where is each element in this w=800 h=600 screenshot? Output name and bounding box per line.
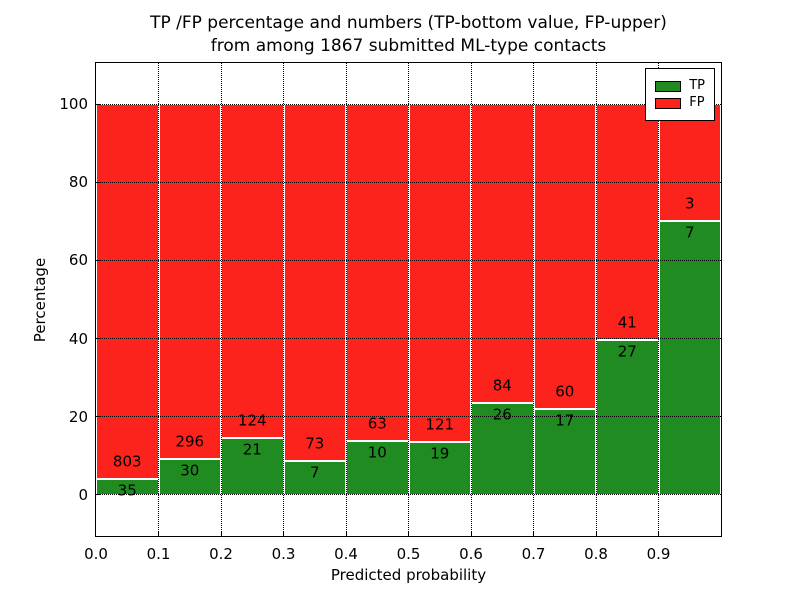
tp-count-label: 35 bbox=[117, 481, 137, 500]
plot-area: TP FP 803 35 296 30 124 21 73 7 63 10 121 19 84 26 60 17… bbox=[95, 62, 722, 537]
x-tick-mark bbox=[595, 531, 597, 536]
gridline-horizontal bbox=[96, 338, 721, 340]
gridline-vertical bbox=[220, 63, 222, 536]
x-tick-mark bbox=[283, 531, 284, 536]
x-axis-label: Predicted probability bbox=[330, 566, 487, 584]
bar-segment-tp bbox=[221, 438, 284, 495]
fp-count-label: 63 bbox=[367, 414, 387, 433]
x-tick-label: 0.8 bbox=[584, 545, 608, 563]
bar-segment-tp bbox=[596, 339, 659, 495]
gridline-vertical bbox=[470, 63, 472, 536]
fp-count-label: 84 bbox=[492, 376, 512, 395]
gridline-horizontal bbox=[96, 103, 721, 105]
tp-count-label: 17 bbox=[555, 411, 575, 430]
bar-segment-fp bbox=[283, 104, 346, 461]
tp-count-label: 19 bbox=[430, 444, 450, 463]
chart-title-line1: TP /FP percentage and numbers (TP-bottom… bbox=[150, 13, 667, 33]
y-tick-label: 100 bbox=[59, 95, 88, 114]
y-axis-label: Percentage bbox=[31, 257, 49, 343]
x-tick-label: 0.4 bbox=[334, 545, 358, 563]
x-tick-label: 0.7 bbox=[521, 545, 546, 563]
gridline-horizontal bbox=[96, 416, 721, 418]
bar-segment-fp bbox=[471, 104, 534, 403]
bar-segment-fp bbox=[346, 104, 409, 442]
x-tick-label: 0.1 bbox=[146, 545, 171, 563]
x-tick-mark bbox=[345, 531, 347, 536]
x-tick-mark bbox=[220, 531, 222, 536]
y-tick-label: 20 bbox=[68, 407, 88, 426]
y-tick-mark bbox=[96, 338, 101, 340]
bar-segment-fp bbox=[221, 104, 284, 439]
tp-count-label: 7 bbox=[684, 223, 695, 242]
gridline-vertical bbox=[345, 63, 347, 536]
chart-title: TP /FP percentage and numbers (TP-bottom… bbox=[95, 12, 722, 58]
bar-segment-tp bbox=[158, 458, 221, 495]
y-tick-mark bbox=[96, 259, 101, 261]
legend-item: FP bbox=[655, 96, 705, 110]
legend: TP FP bbox=[645, 68, 715, 121]
gridline-horizontal bbox=[96, 494, 721, 496]
bar-segment-tp bbox=[658, 221, 721, 495]
y-tick-label: 60 bbox=[68, 251, 88, 270]
chart-title-line2: from among 1867 submitted ML-type contac… bbox=[210, 36, 607, 56]
fp-count-label: 121 bbox=[425, 415, 455, 434]
gridline-vertical bbox=[158, 63, 159, 536]
y-tick-mark bbox=[96, 416, 101, 418]
fp-count-label: 60 bbox=[555, 382, 575, 401]
fp-count-label: 124 bbox=[237, 411, 267, 430]
tp-count-label: 27 bbox=[617, 342, 637, 361]
bar-segment-fp bbox=[96, 104, 159, 479]
bar-segment-fp bbox=[158, 104, 221, 459]
fp-count-label: 803 bbox=[112, 452, 142, 471]
y-tick-label: 80 bbox=[68, 173, 88, 192]
bar-segment-fp bbox=[408, 104, 471, 442]
x-tick-mark bbox=[408, 531, 409, 536]
x-tick-mark bbox=[470, 531, 472, 536]
tp-count-label: 10 bbox=[367, 443, 387, 462]
x-tick-label: 0.9 bbox=[646, 545, 671, 563]
tp-count-label: 7 bbox=[309, 463, 320, 482]
gridline-vertical bbox=[408, 63, 409, 536]
y-tick-mark bbox=[96, 181, 101, 183]
gridline-horizontal bbox=[96, 259, 721, 261]
y-tick-mark bbox=[96, 494, 101, 496]
bar-segment-tp bbox=[283, 460, 346, 495]
y-tick-label: 40 bbox=[68, 329, 88, 348]
legend-label: FP bbox=[689, 95, 705, 110]
gridline-vertical bbox=[283, 63, 284, 536]
gridline-vertical bbox=[658, 63, 659, 536]
bar-segment-fp bbox=[596, 104, 659, 340]
x-tick-label: 0.2 bbox=[209, 545, 233, 563]
x-tick-mark bbox=[158, 531, 159, 536]
tp-count-label: 30 bbox=[180, 461, 200, 480]
gridline-vertical bbox=[595, 63, 597, 536]
legend-swatch bbox=[655, 80, 682, 92]
legend-label: TP bbox=[689, 78, 705, 93]
fp-count-label: 3 bbox=[684, 194, 695, 213]
fp-count-label: 296 bbox=[175, 432, 205, 451]
x-tick-label: 0.5 bbox=[396, 545, 421, 563]
x-tick-mark bbox=[658, 531, 659, 536]
legend-item: TP bbox=[655, 79, 705, 93]
tp-count-label: 26 bbox=[492, 405, 512, 424]
x-tick-mark bbox=[533, 531, 534, 536]
legend-swatch bbox=[655, 97, 682, 109]
y-tick-mark bbox=[96, 103, 101, 105]
fp-count-label: 73 bbox=[305, 434, 325, 453]
x-tick-label: 0.3 bbox=[271, 545, 296, 563]
gridline-vertical bbox=[533, 63, 534, 536]
tp-count-label: 21 bbox=[242, 440, 262, 459]
y-tick-label: 0 bbox=[78, 485, 88, 504]
x-tick-label: 0.6 bbox=[459, 545, 483, 563]
bar-segment-fp bbox=[533, 104, 596, 409]
gridline-horizontal bbox=[96, 181, 721, 183]
x-tick-label: 0.0 bbox=[84, 545, 108, 563]
fp-count-label: 41 bbox=[617, 313, 637, 332]
